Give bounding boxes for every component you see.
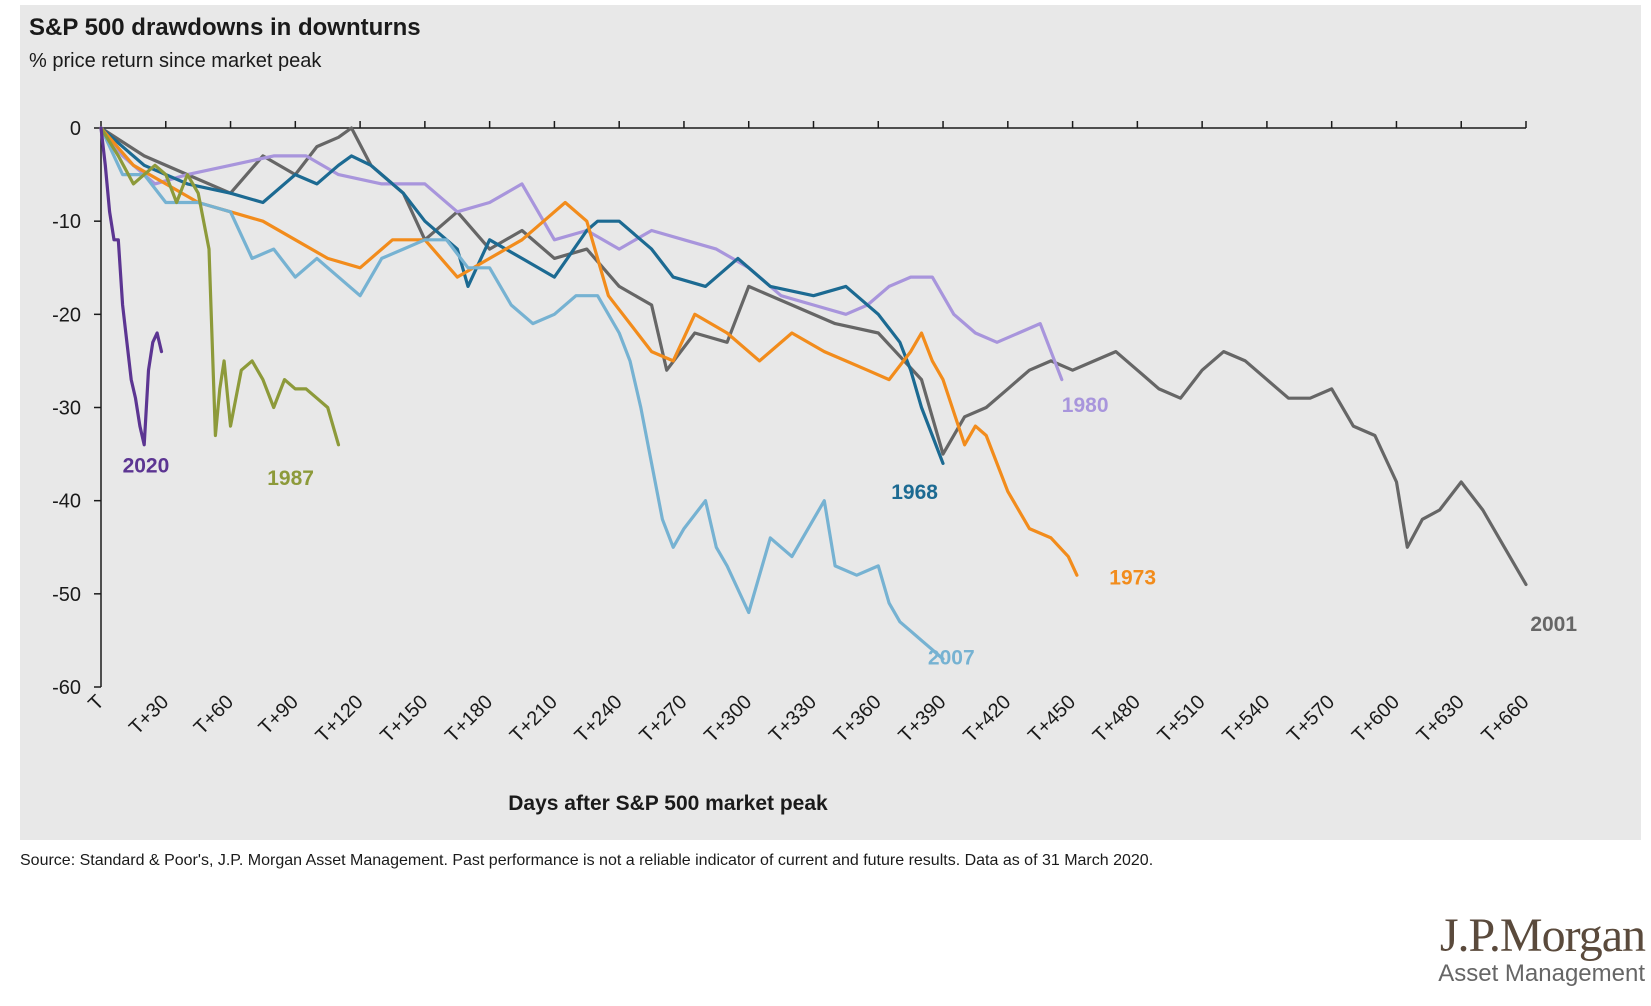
axes: 0-10-20-30-40-50-60T T+30 T+60 T+90 T+120 T+1… <box>52 118 1533 747</box>
chart-title: S&P 500 drawdowns in downturns <box>29 14 421 41</box>
series-line-1973 <box>99 126 1079 577</box>
x-tick-label: T+420 <box>959 691 1015 747</box>
x-tick-label: T+450 <box>1024 691 1080 747</box>
x-tick-label: T+240 <box>571 691 627 747</box>
x-tick-label: T+570 <box>1283 691 1339 747</box>
x-tick-label: T <box>84 691 108 715</box>
x-tick-label: T+300 <box>700 691 756 747</box>
x-tick-label: T+180 <box>441 691 497 747</box>
y-tick-label: -30 <box>52 398 81 420</box>
x-axis-title: Days after S&P 500 market peak <box>508 792 828 815</box>
x-tick-label: T+150 <box>376 691 432 747</box>
series-label-2001: 2001 <box>1530 613 1577 636</box>
series-label-1980: 1980 <box>1062 394 1109 417</box>
x-tick-label: T+600 <box>1348 691 1404 747</box>
logo-subtitle: Asset Management <box>1438 960 1645 987</box>
series-labels: 2001 1980 1968 1973 2007 1987 2020 <box>123 394 1578 669</box>
jpmorgan-logo: J.P.Morgan Asset Management <box>1405 909 1646 988</box>
y-tick-label: -40 <box>52 491 81 513</box>
series-line-1980 <box>99 126 1064 382</box>
x-tick-label: T+540 <box>1218 691 1274 747</box>
x-tick-label: T+90 <box>255 691 303 739</box>
series-line-1968 <box>99 126 945 465</box>
x-tick-label: T+360 <box>830 691 886 747</box>
series-line-1987 <box>99 126 341 447</box>
x-tick-label: T+30 <box>125 691 173 739</box>
series-label-1968: 1968 <box>891 481 938 504</box>
y-tick-label: -50 <box>52 584 81 606</box>
x-tick-label: T+510 <box>1154 691 1210 747</box>
y-tick-label: 0 <box>70 118 81 140</box>
logo-name: J.P.Morgan <box>1439 909 1646 962</box>
x-tick-label: T+60 <box>190 691 238 739</box>
series-label-1973: 1973 <box>1109 567 1156 590</box>
x-tick-label: T+480 <box>1089 691 1145 747</box>
chart-subtitle: % price return since market peak <box>29 50 322 72</box>
series-line-2007 <box>99 126 945 661</box>
x-tick-label: T+270 <box>635 691 691 747</box>
chart-panel <box>20 5 1641 840</box>
series-lines <box>99 126 1528 661</box>
x-tick-label: T+660 <box>1477 691 1533 747</box>
y-tick-label: -20 <box>52 304 81 326</box>
series-label-2020: 2020 <box>123 455 170 478</box>
x-tick-label: T+210 <box>506 691 562 747</box>
series-line-2001 <box>99 126 1528 587</box>
series-line-2020 <box>99 126 164 447</box>
y-tick-label: -60 <box>52 677 81 699</box>
series-label-2007: 2007 <box>928 647 975 670</box>
series-label-1987: 1987 <box>267 467 314 490</box>
x-tick-label: T+330 <box>765 691 821 747</box>
y-tick-label: -10 <box>52 211 81 233</box>
source-note: Source: Standard & Poor's, J.P. Morgan A… <box>20 852 1154 869</box>
x-tick-label: T+630 <box>1413 691 1469 747</box>
x-tick-label: T+120 <box>312 691 368 747</box>
x-tick-label: T+390 <box>895 691 951 747</box>
